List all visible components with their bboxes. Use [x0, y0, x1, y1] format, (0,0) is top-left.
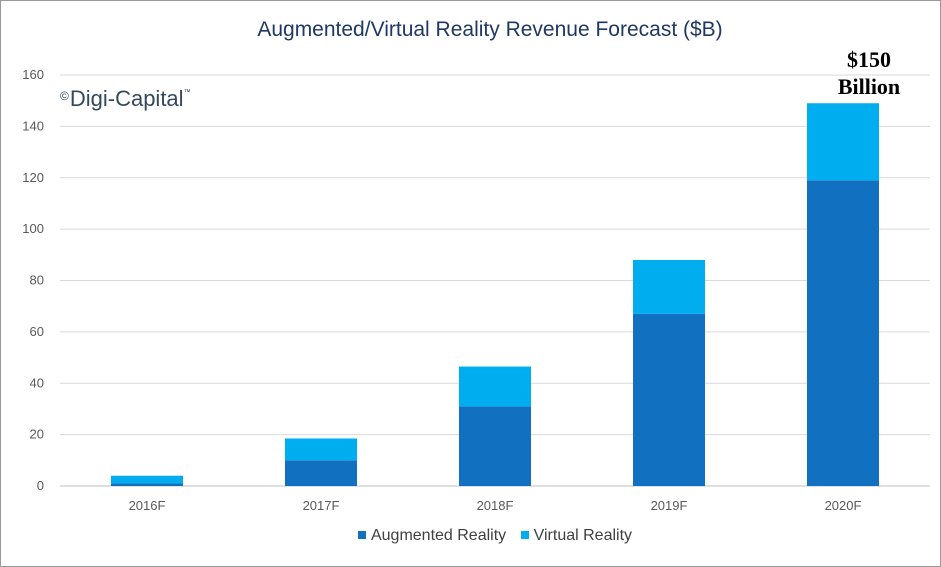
y-tick-label: 60: [30, 324, 44, 339]
bar-virtual: [285, 438, 357, 461]
y-tick-label: 40: [30, 375, 44, 390]
copyright-symbol: ©: [60, 89, 69, 103]
chart-title: Augmented/Virtual Reality Revenue Foreca…: [257, 18, 723, 41]
bar-virtual: [111, 475, 183, 484]
legend-label-virtual: Virtual Reality: [533, 527, 633, 544]
y-tick-label: 120: [22, 170, 44, 185]
bar-augmented: [633, 313, 705, 486]
bar-virtual: [459, 366, 531, 407]
x-tick-label: 2019F: [651, 498, 688, 513]
x-tick-label: 2017F: [303, 498, 340, 513]
callout-amount: $150: [847, 47, 891, 72]
bar-augmented: [459, 406, 531, 486]
y-tick-label: 100: [22, 221, 44, 236]
brand-name: Digi-Capital: [69, 86, 184, 111]
legend-item-augmented: Augmented Reality: [357, 527, 507, 545]
total-callout: $150 Billion: [814, 46, 924, 100]
y-tick-label: 0: [37, 478, 44, 493]
x-tick-label: 2020F: [825, 498, 862, 513]
y-tick-label: 140: [22, 118, 44, 133]
legend-swatch-virtual: [520, 531, 529, 539]
legend-label-augmented: Augmented Reality: [370, 527, 507, 544]
legend: Augmented Reality Virtual Reality: [0, 527, 941, 545]
legend-swatch-augmented: [357, 531, 366, 539]
bar-virtual: [633, 259, 705, 314]
y-tick-label: 160: [22, 67, 44, 82]
bar-augmented: [111, 483, 183, 486]
bar-virtual: [807, 103, 879, 181]
trademark-symbol: ™: [183, 89, 191, 96]
brand-watermark: ©Digi-Capital™: [60, 86, 191, 112]
bars: [111, 103, 879, 486]
x-tick-label: 2018F: [477, 498, 514, 513]
bar-augmented: [807, 180, 879, 486]
y-axis-ticks: 0 20 40 60 80 100 120 140 160: [22, 67, 44, 493]
bar-augmented: [285, 460, 357, 486]
x-tick-label: 2016F: [129, 498, 166, 513]
y-tick-label: 80: [30, 273, 44, 288]
x-axis-ticks: 2016F 2017F 2018F 2019F 2020F: [129, 498, 862, 513]
y-tick-label: 20: [30, 427, 44, 442]
legend-item-virtual: Virtual Reality: [520, 527, 633, 545]
callout-unit: Billion: [837, 74, 901, 99]
